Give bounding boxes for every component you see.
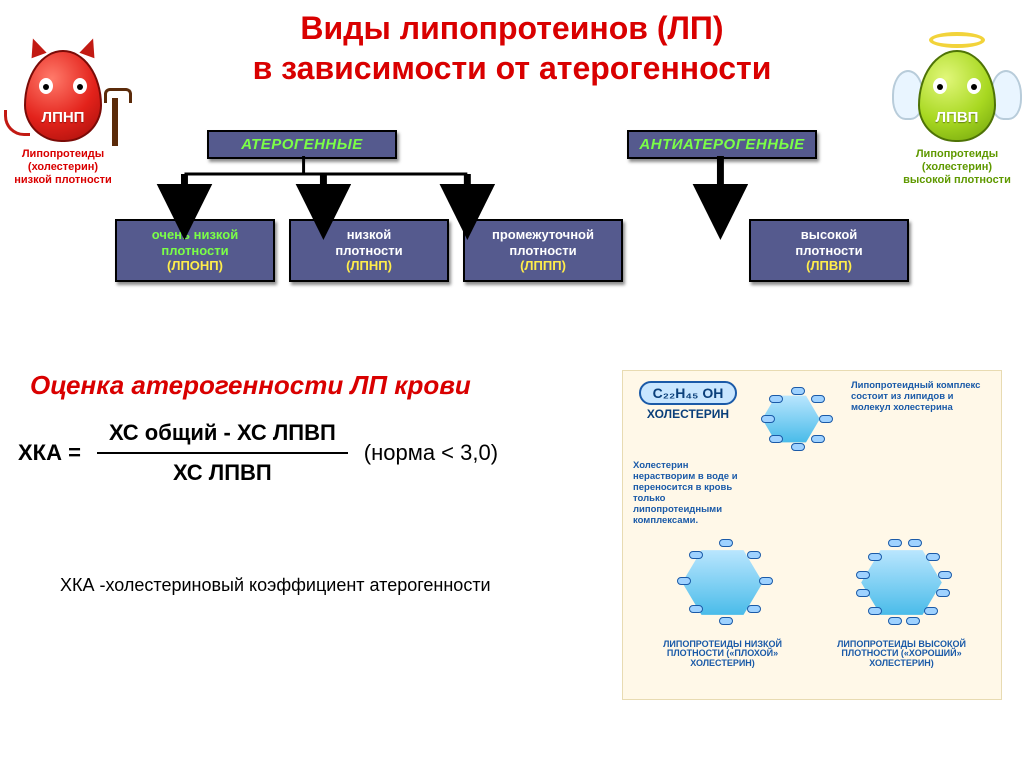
ldl-particle-icon (665, 531, 781, 635)
eyes-icon (39, 78, 87, 94)
box-vldl: очень низкой плотности (ЛПОНП) (115, 219, 275, 282)
atherogenicity-formula: ХКА = ХС общий - ХС ЛПВП ХС ЛПВП (норма … (18, 420, 628, 486)
box-ldl: низкой плотности (ЛПНП) (289, 219, 449, 282)
box-idl: промежуточной плотности (ЛППП) (463, 219, 623, 282)
section-subtitle: Оценка атерогенности ЛП крови (30, 370, 471, 401)
cholesterol-panel: C₂₂H₄₅ OH ХОЛЕСТЕРИН Липопротеидный комп… (622, 370, 1002, 700)
ldl-particle-caption: ЛИПОПРОТЕИДЫ НИЗКОЙ ПЛОТНОСТИ («ПЛОХОЙ» … (653, 640, 793, 670)
angel-blob: ЛПВП (918, 50, 996, 142)
page-title: Виды липопротеинов (ЛП) в зависимости от… (0, 0, 1024, 88)
formula-numerator: ХС общий - ХС ЛПВП (97, 420, 348, 454)
panel-text-left: Холестерин нерастворим в воде и переноси… (633, 461, 743, 527)
mascot-ldl: ЛПНП Липопротеиды (холестерин) низкой пл… (8, 50, 118, 188)
title-line1: Виды липопротеинов (ЛП) (0, 8, 1024, 48)
formula-denominator: ХС ЛПВП (97, 454, 348, 486)
cholesterol-label: ХОЛЕСТЕРИН (633, 407, 743, 421)
hdl-particle-caption: ЛИПОПРОТЕИДЫ ВЫСОКОЙ ПЛОТНОСТИ («ХОРОШИЙ… (832, 640, 972, 670)
hdl-caption: Липопротеиды (холестерин) высокой плотно… (902, 148, 1012, 188)
formula-norm: (норма < 3,0) (364, 440, 498, 466)
hdl-badge: ЛПВП (936, 109, 979, 126)
ldl-badge: ЛПНП (42, 109, 85, 126)
formula-fraction: ХС общий - ХС ЛПВП ХС ЛПВП (97, 420, 348, 486)
halo-icon (929, 32, 985, 48)
hdl-particle-icon (844, 531, 960, 635)
formula-lhs: ХКА = (18, 440, 81, 466)
tail-icon (4, 110, 30, 136)
panel-text-right: Липопротеидный комплекс состоит из липид… (851, 381, 991, 414)
mascot-hdl: ЛПВП Липопротеиды (холестерин) высокой п… (902, 50, 1012, 188)
formula-note: ХКА -холестериновый коэффициент атероген… (60, 575, 491, 596)
box-antiatherogenic: АНТИАТЕРОГЕННЫЕ (627, 130, 817, 159)
lipoprotein-complex-icon (749, 381, 845, 457)
devil-blob: ЛПНП (24, 50, 102, 142)
classification-tree: АТЕРОГЕННЫЕ АНТИАТЕРОГЕННЫЕ очень низкой… (115, 130, 909, 282)
box-hdl: высокой плотности (ЛПВП) (749, 219, 909, 282)
horns-icon (28, 38, 98, 56)
box-atherogenic: АТЕРОГЕННЫЕ (207, 130, 397, 159)
eyes-icon (933, 78, 981, 94)
cholesterol-formula-chip: C₂₂H₄₅ OH (639, 381, 738, 405)
ldl-caption: Липопротеиды (холестерин) низкой плотнос… (8, 148, 118, 188)
